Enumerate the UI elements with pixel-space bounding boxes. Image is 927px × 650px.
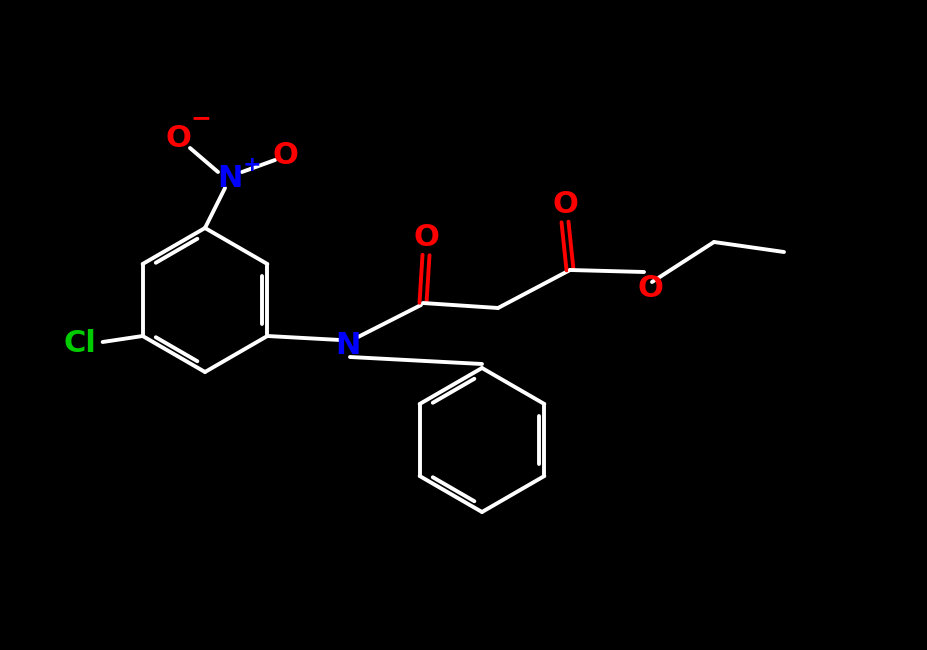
Text: N: N [217,164,243,192]
Text: O: O [552,190,578,218]
Text: O: O [272,140,298,170]
Text: O: O [413,222,438,252]
Text: −: − [190,106,211,130]
Text: +: + [243,155,261,175]
Text: O: O [636,274,662,302]
Text: N: N [335,330,361,359]
Text: Cl: Cl [63,330,96,359]
Text: O: O [165,124,191,153]
